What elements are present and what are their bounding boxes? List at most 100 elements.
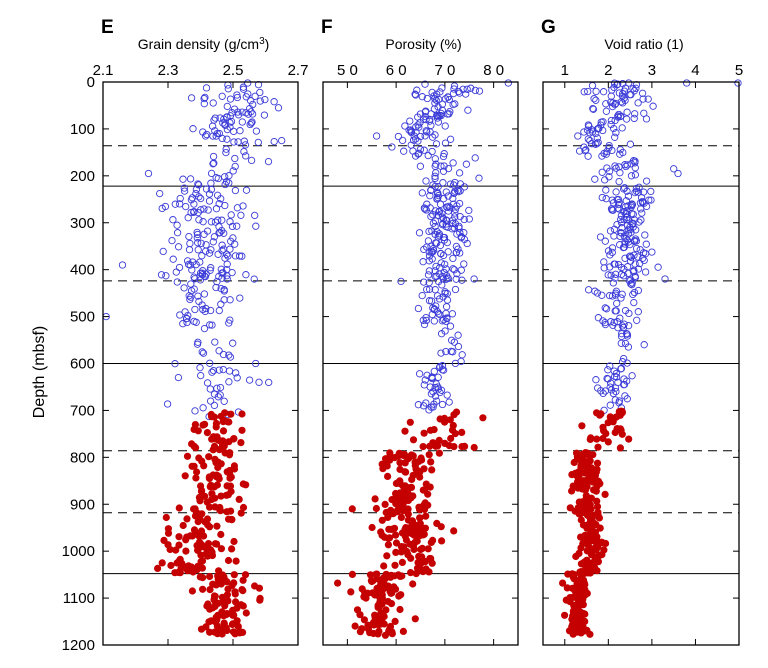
data-point-open <box>418 189 426 197</box>
data-point-open <box>614 324 622 332</box>
data-point-filled <box>256 594 264 603</box>
data-point-open <box>614 378 622 387</box>
data-point-open <box>197 206 205 214</box>
data-point-filled <box>450 527 458 535</box>
data-point-filled <box>586 435 594 443</box>
data-point-filled <box>212 435 220 443</box>
data-point-open <box>450 82 459 90</box>
data-point-open <box>438 221 447 229</box>
data-point-open <box>416 118 424 127</box>
data-point-open <box>238 118 246 126</box>
data-point-open <box>421 80 429 88</box>
x-tick-label: 6 0 <box>386 62 407 79</box>
data-point-open <box>158 204 166 213</box>
data-point-open <box>422 177 430 185</box>
data-point-open <box>638 209 646 217</box>
data-point-open <box>200 324 209 333</box>
data-point-open <box>626 140 635 148</box>
data-point-filled <box>197 487 206 495</box>
data-point-open <box>588 81 597 90</box>
data-point-open <box>173 278 181 286</box>
data-point-open <box>235 252 244 260</box>
data-point-filled <box>429 536 437 545</box>
data-point-filled <box>206 586 214 594</box>
data-point-open <box>411 90 419 98</box>
data-point-open <box>592 87 600 96</box>
data-point-open <box>422 206 430 214</box>
data-point-open <box>431 217 440 225</box>
data-point-filled <box>373 570 381 578</box>
data-point-open <box>168 236 176 245</box>
data-point-filled <box>227 410 235 418</box>
data-point-filled <box>575 473 583 481</box>
data-point-filled <box>164 525 172 533</box>
data-point-open <box>465 206 473 215</box>
data-point-open <box>580 88 588 96</box>
data-point-open <box>429 246 438 255</box>
data-point-open <box>601 320 610 329</box>
data-point-open <box>608 196 616 204</box>
x-tick-label: 8 0 <box>483 62 504 79</box>
data-point-open <box>457 357 465 366</box>
plot-frame <box>322 81 519 646</box>
data-point-open <box>194 246 202 254</box>
data-point-open <box>439 152 448 161</box>
y-tick-label: 200 <box>70 168 95 185</box>
data-point-open <box>622 115 631 123</box>
data-point-open <box>634 253 642 261</box>
data-point-open <box>475 174 483 182</box>
data-point-open <box>683 79 691 87</box>
data-point-open <box>422 316 431 325</box>
data-point-filled <box>594 443 602 451</box>
data-point-filled <box>422 512 430 520</box>
data-point-open <box>220 229 228 237</box>
data-point-filled <box>428 559 436 567</box>
data-point-open <box>661 275 669 283</box>
data-point-open <box>618 358 627 366</box>
data-point-open <box>603 374 611 383</box>
data-point-open <box>211 218 220 226</box>
data-point-open <box>270 137 278 146</box>
y-tick-label: 300 <box>70 215 95 232</box>
data-point-open <box>255 378 263 386</box>
data-point-filled <box>577 516 585 524</box>
x-axis-title-superscript: 3 <box>259 36 265 47</box>
data-point-open <box>202 84 211 92</box>
data-point-open <box>207 218 216 226</box>
data-point-open <box>647 196 655 204</box>
x-tick-label: 2.7 <box>288 62 309 79</box>
data-point-open <box>419 258 427 266</box>
data-point-open <box>431 230 439 239</box>
data-point-open <box>622 234 630 243</box>
data-point-filled <box>384 472 392 480</box>
data-point-filled <box>606 413 614 421</box>
data-point-open <box>200 290 209 298</box>
data-point-open <box>438 213 447 221</box>
data-point-filled <box>347 588 355 596</box>
panel-f: F Porosity (%) 5 0 6 0 7 0 8 0 <box>321 17 519 646</box>
data-point-open <box>118 261 127 269</box>
data-point-open <box>640 256 648 265</box>
data-point-open <box>171 360 179 368</box>
data-point-open <box>422 127 430 135</box>
data-point-filled <box>194 518 202 526</box>
data-point-open <box>226 95 235 103</box>
data-point-filled <box>601 490 609 498</box>
data-point-open <box>441 260 449 268</box>
data-point-filled <box>615 408 623 416</box>
data-point-filled <box>378 460 386 468</box>
data-point-open <box>437 259 445 267</box>
data-point-open <box>210 159 218 167</box>
data-point-open <box>218 241 226 249</box>
data-point-open <box>436 241 445 250</box>
data-point-filled <box>386 534 394 542</box>
x-tick-label: 5 <box>735 62 743 79</box>
data-point-open <box>441 288 449 296</box>
data-point-filled <box>377 581 385 589</box>
data-point-filled <box>154 564 162 573</box>
data-point-open <box>451 205 460 214</box>
data-point-open <box>228 109 236 117</box>
data-point-open <box>454 245 462 253</box>
data-point-open <box>641 250 650 258</box>
data-point-open <box>424 271 433 279</box>
